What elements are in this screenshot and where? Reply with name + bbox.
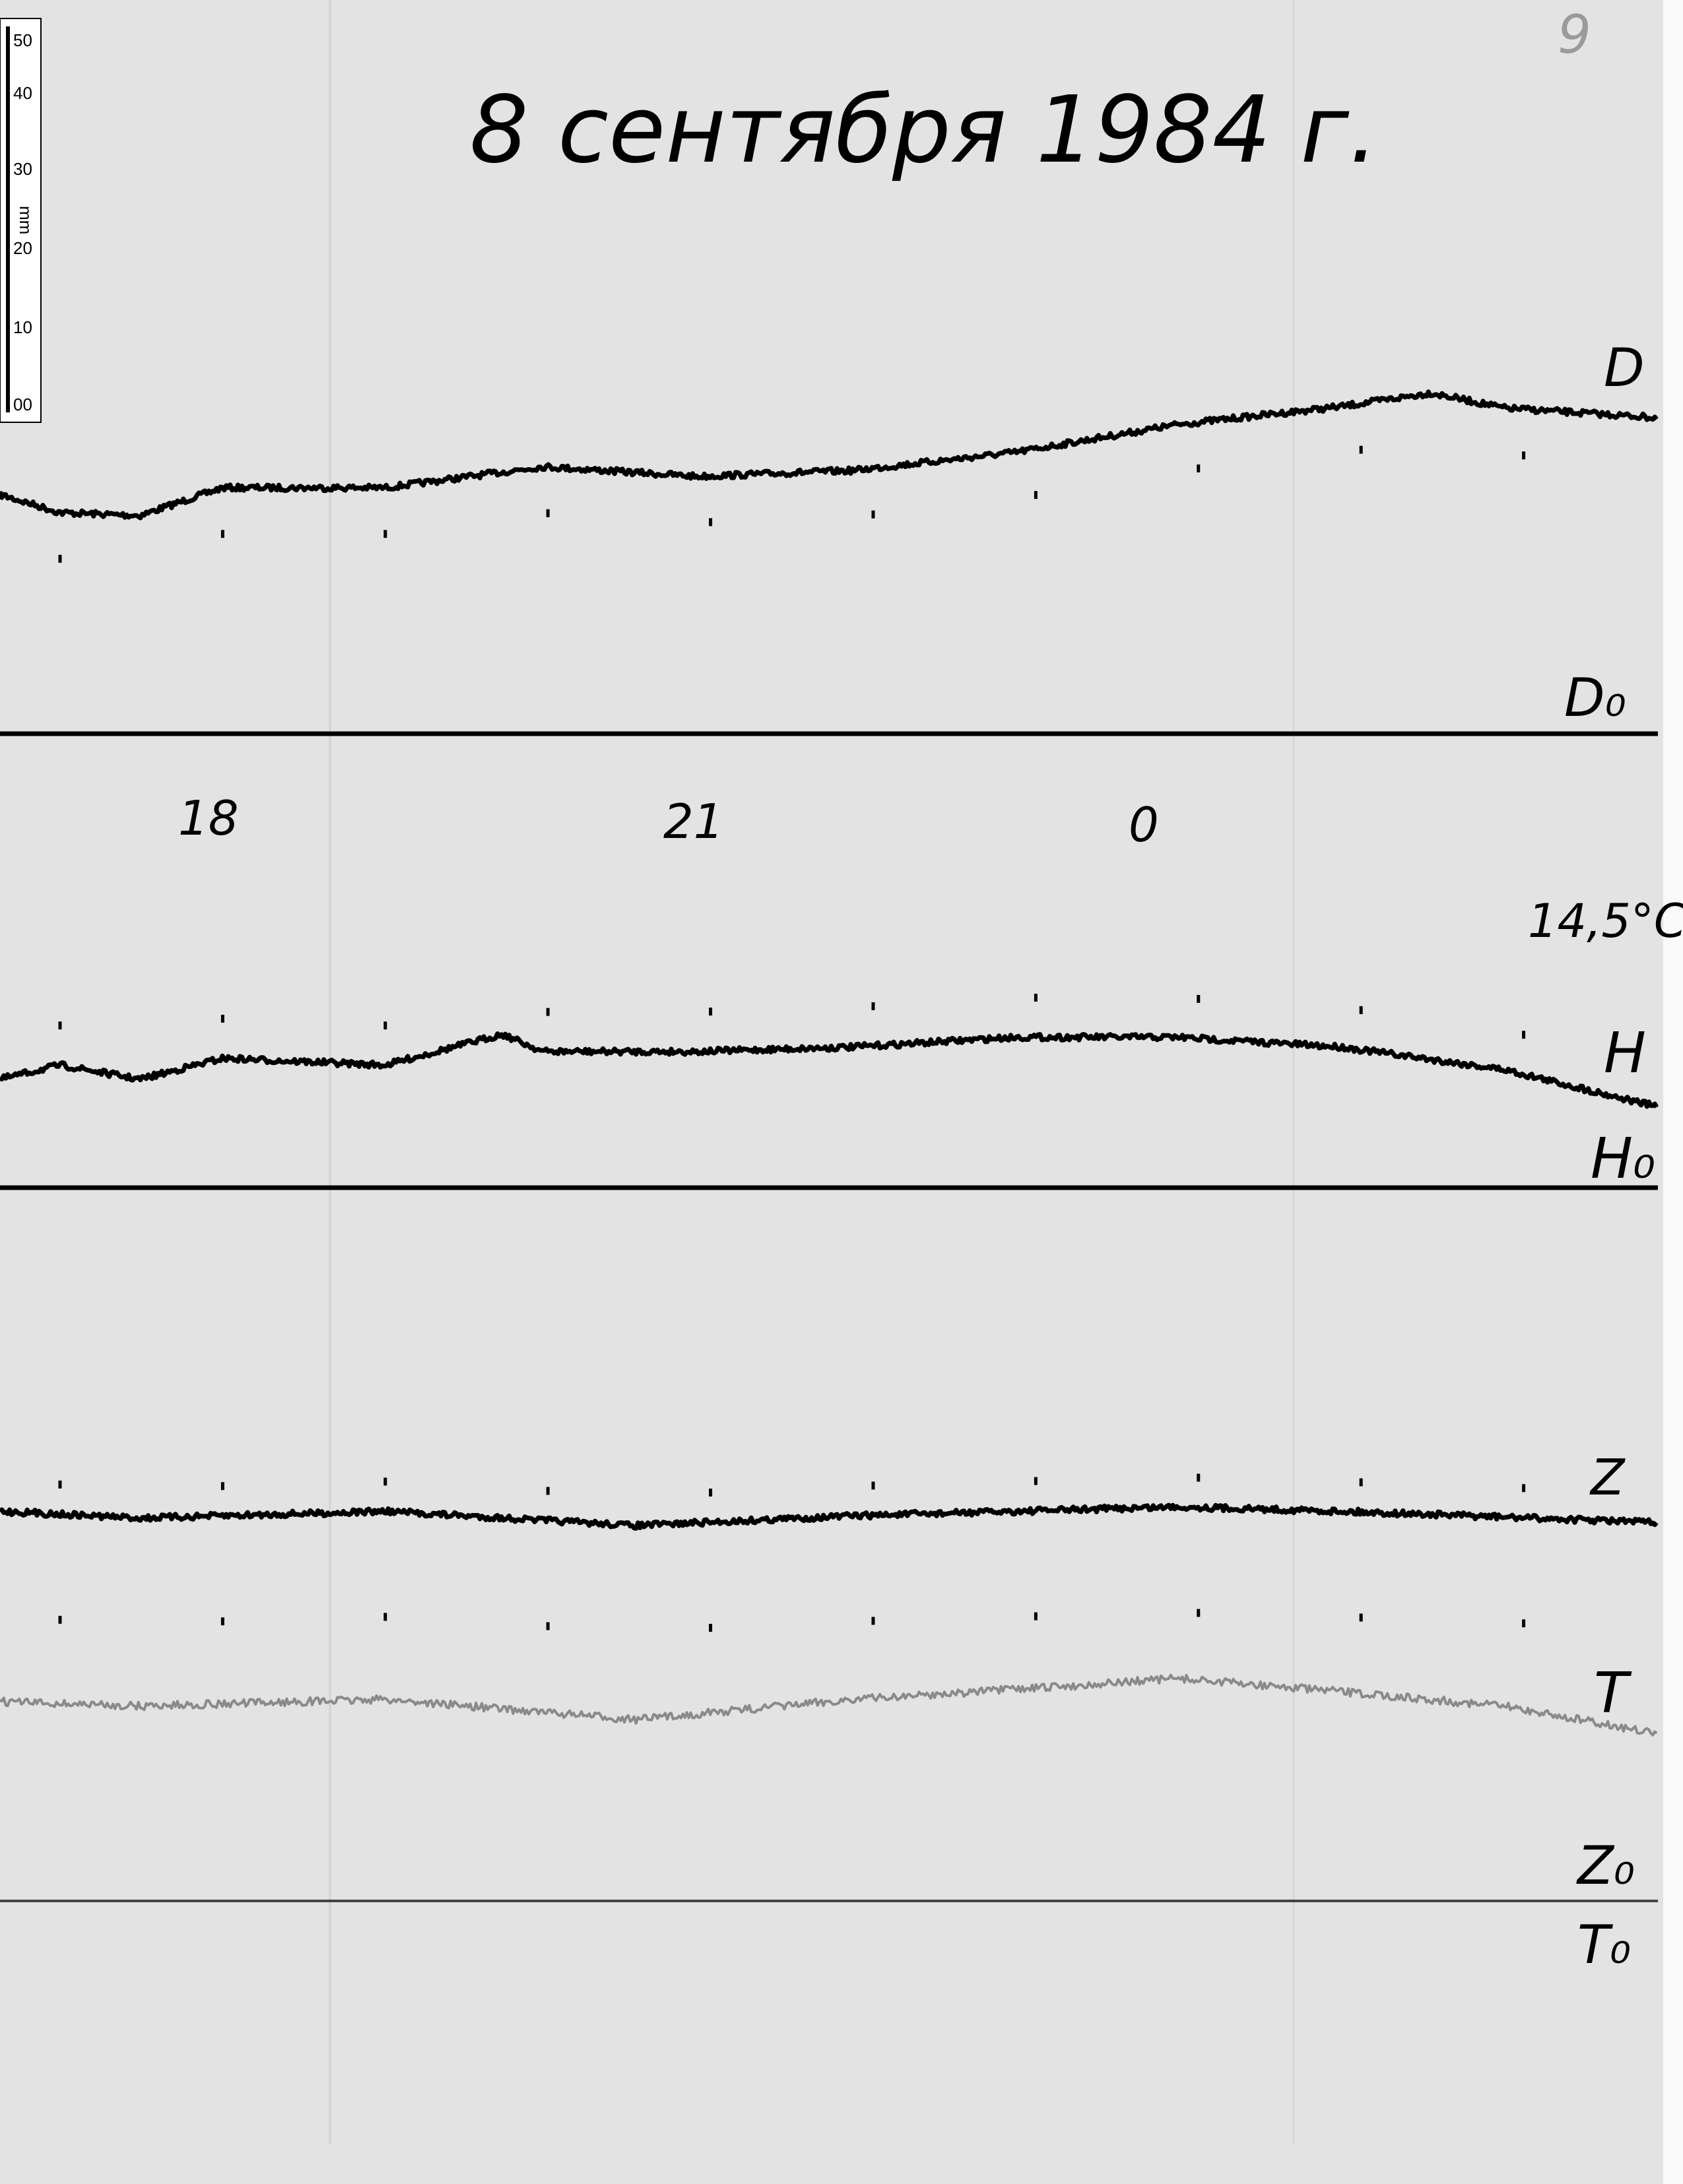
trace-h xyxy=(0,1031,1659,1109)
baseline-label-z0: Z₀ xyxy=(1576,1835,1635,1896)
ruler-tick-label: 40 xyxy=(13,83,32,103)
ruler-tick-label: 50 xyxy=(13,30,32,50)
trace-label-t: T xyxy=(1594,1661,1632,1726)
ruler-unit: mm xyxy=(16,206,36,234)
trace-label-d: D xyxy=(1604,337,1645,399)
time-label-0: 0 xyxy=(1129,797,1159,852)
ruler-tick-label: 30 xyxy=(13,159,32,179)
paper-edge xyxy=(1663,0,1683,2184)
trace-z xyxy=(0,1502,1659,1531)
baseline-label-h0: H₀ xyxy=(1591,1126,1655,1192)
chart-title: 8 сентября 1984 г. xyxy=(470,77,1379,184)
baseline-label-t0: T₀ xyxy=(1577,1914,1631,1975)
ruler-tick-label: 10 xyxy=(13,317,32,337)
ruler-tick-label: 20 xyxy=(13,238,32,258)
baseline-label-d0: D₀ xyxy=(1564,667,1626,728)
time-label-21: 21 xyxy=(663,794,724,849)
trace-t xyxy=(0,1673,1658,1737)
page-number: 9 xyxy=(1558,4,1591,65)
time-label-18: 18 xyxy=(178,790,239,846)
trace-label-h: H xyxy=(1604,1021,1646,1086)
scale-ruler: 50 40 30 mm 20 10 00 xyxy=(0,18,42,423)
ruler-tick-label: 00 xyxy=(13,395,32,414)
trace-label-z: Z xyxy=(1589,1448,1626,1506)
trace-d xyxy=(0,389,1659,521)
temperature-label: 14,5°C xyxy=(1528,894,1683,948)
